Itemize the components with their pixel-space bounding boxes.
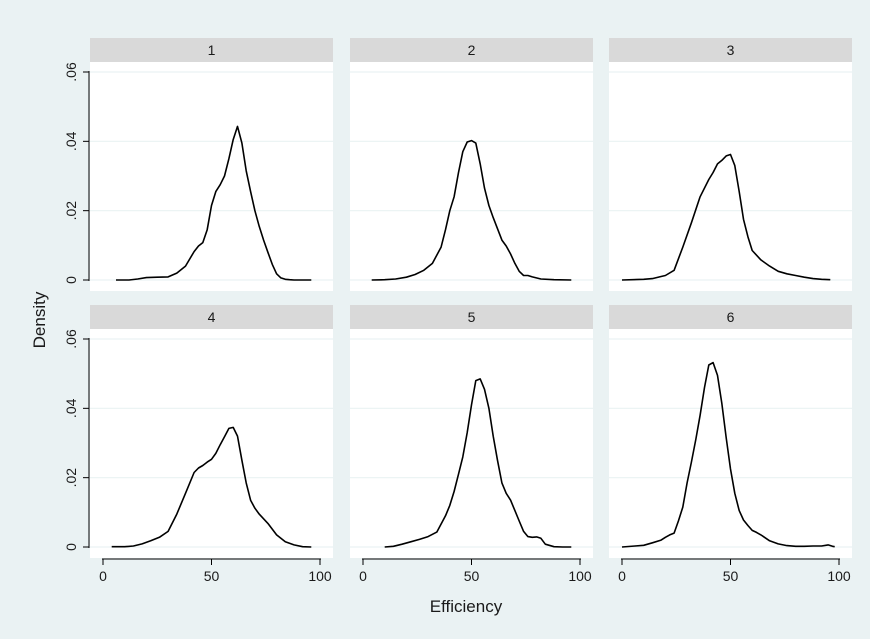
panel-plot-area bbox=[90, 62, 333, 291]
panel-strip-label: 5 bbox=[468, 309, 476, 325]
panel-5: 5 bbox=[350, 305, 593, 558]
panel-strip-label: 3 bbox=[727, 42, 735, 58]
panel-strip bbox=[609, 305, 852, 329]
x-tick-label: 0 bbox=[618, 568, 626, 584]
y-tick-label: 0 bbox=[63, 543, 79, 551]
panel-strip-label: 2 bbox=[468, 42, 476, 58]
panel-4: 4 bbox=[90, 305, 333, 558]
panel-strip-label: 4 bbox=[208, 309, 216, 325]
x-tick-label: 100 bbox=[827, 568, 851, 584]
panel-plot-area bbox=[90, 329, 333, 558]
x-axis-title: Efficiency bbox=[430, 597, 503, 616]
x-tick-label: 100 bbox=[308, 568, 332, 584]
panel-strip bbox=[90, 38, 333, 62]
panels-layer: 1 2 3 4 5 6 bbox=[90, 38, 852, 558]
x-tick-label: 0 bbox=[99, 568, 107, 584]
panel-strip bbox=[609, 38, 852, 62]
x-tick-label: 0 bbox=[359, 568, 367, 584]
y-tick-label: .02 bbox=[63, 468, 79, 488]
panel-plot-area bbox=[350, 62, 593, 291]
axes-layer: 0 .02 .04 .06 0 .02 .04 .06 0 50 100 0 50 100 0 50 100 bbox=[63, 62, 851, 584]
x-tick-label: 50 bbox=[464, 568, 480, 584]
x-tick-label: 100 bbox=[568, 568, 592, 584]
y-axis-title: Density bbox=[30, 291, 49, 348]
y-tick-label: .06 bbox=[63, 62, 79, 82]
panel-plot-area bbox=[350, 329, 593, 558]
y-tick-label: 0 bbox=[63, 276, 79, 284]
panel-strip bbox=[350, 305, 593, 329]
y-tick-label: .04 bbox=[63, 131, 79, 151]
panel-strip bbox=[90, 305, 333, 329]
x-tick-label: 50 bbox=[723, 568, 739, 584]
panel-strip-label: 1 bbox=[208, 42, 216, 58]
density-line-3 bbox=[621, 153, 831, 281]
panel-3: 3 bbox=[609, 38, 852, 291]
x-tick-label: 50 bbox=[204, 568, 220, 584]
panel-1: 1 bbox=[90, 38, 333, 291]
y-tick-label: .06 bbox=[63, 329, 79, 349]
y-tick-label: .04 bbox=[63, 398, 79, 418]
density-line-2 bbox=[371, 139, 572, 281]
density-line-5 bbox=[384, 378, 572, 548]
y-tick-label: .02 bbox=[63, 201, 79, 221]
density-line-6 bbox=[621, 361, 835, 548]
panel-plot-area bbox=[609, 62, 852, 291]
panel-2: 2 bbox=[350, 38, 593, 291]
density-line-4 bbox=[111, 426, 312, 548]
panel-6: 6 bbox=[609, 305, 852, 558]
panel-plot-area bbox=[609, 329, 852, 558]
panel-strip bbox=[350, 38, 593, 62]
density-line-1 bbox=[116, 125, 312, 281]
panel-strip-label: 6 bbox=[727, 309, 735, 325]
